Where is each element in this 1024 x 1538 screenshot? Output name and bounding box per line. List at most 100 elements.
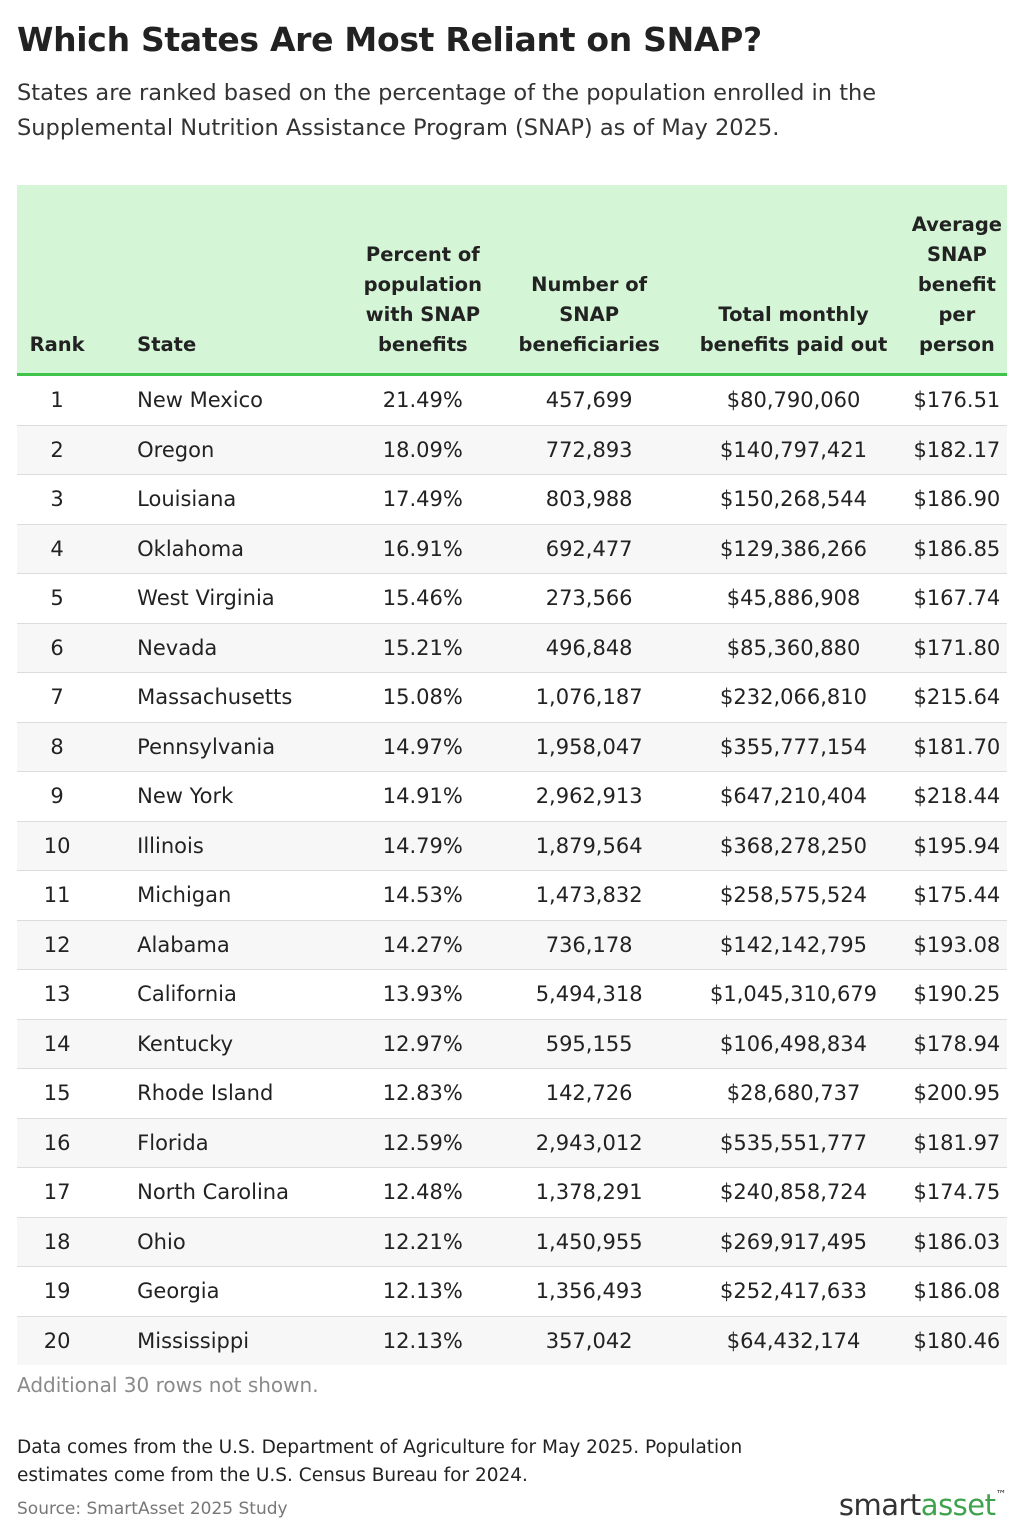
cell-state: California xyxy=(97,969,348,1020)
cell-state: Illinois xyxy=(97,821,348,871)
cell-rank: 2 xyxy=(17,425,98,475)
cell-state: Massachusetts xyxy=(97,672,348,723)
cell-total-benefits: $355,777,154 xyxy=(680,722,907,772)
table-row: 6 Nevada 15.21% 496,848 $85,360,880 $171.80 xyxy=(17,623,1007,673)
cell-rank: 17 xyxy=(17,1167,98,1218)
chart-title: Which States Are Most Reliant on SNAP? xyxy=(17,20,762,59)
cell-total-benefits: $140,797,421 xyxy=(680,425,907,475)
cell-rank: 12 xyxy=(17,920,98,970)
cell-beneficiaries: 772,893 xyxy=(497,425,681,475)
cell-percent: 17.49% xyxy=(347,474,498,525)
cell-total-benefits: $368,278,250 xyxy=(680,821,907,871)
column-header-percent: Percent of population with SNAP benefits xyxy=(347,185,498,376)
table-row: 17 North Carolina 12.48% 1,378,291 $240,858,… xyxy=(17,1167,1007,1218)
cell-beneficiaries: 1,356,493 xyxy=(497,1266,681,1317)
smartasset-logo: smartasset™ xyxy=(838,1488,1007,1522)
cell-avg-benefit: $200.95 xyxy=(906,1068,1007,1119)
table-row: 8 Pennsylvania 14.97% 1,958,047 $355,777,154… xyxy=(17,722,1007,772)
logo-text-asset: asset xyxy=(920,1488,996,1522)
cell-avg-benefit: $186.08 xyxy=(906,1266,1007,1317)
cell-avg-benefit: $167.74 xyxy=(906,573,1007,624)
cell-total-benefits: $142,142,795 xyxy=(680,920,907,970)
snap-table: Rank State Percent of population with SNAP… xyxy=(17,185,1007,1365)
logo-text-smart: smart xyxy=(838,1488,921,1522)
cell-state: Oregon xyxy=(97,425,348,475)
cell-percent: 12.13% xyxy=(347,1316,498,1365)
cell-avg-benefit: $181.70 xyxy=(906,722,1007,772)
cell-percent: 12.21% xyxy=(347,1217,498,1267)
column-header-state: State xyxy=(97,185,348,376)
cell-total-benefits: $232,066,810 xyxy=(680,672,907,723)
table-row: 1 New Mexico 21.49% 457,699 $80,790,060 $176.… xyxy=(17,374,1007,426)
source-line: Source: SmartAsset 2025 Study xyxy=(17,1499,288,1519)
cell-rank: 4 xyxy=(17,524,98,574)
cell-total-benefits: $45,886,908 xyxy=(680,573,907,624)
cell-beneficiaries: 273,566 xyxy=(497,573,681,624)
cell-state: Georgia xyxy=(97,1266,348,1317)
column-header-rank: Rank xyxy=(17,185,98,376)
cell-beneficiaries: 1,473,832 xyxy=(497,870,681,921)
cell-total-benefits: $64,432,174 xyxy=(680,1316,907,1365)
cell-total-benefits: $647,210,404 xyxy=(680,771,907,822)
cell-state: Mississippi xyxy=(97,1316,348,1365)
cell-beneficiaries: 736,178 xyxy=(497,920,681,970)
cell-percent: 15.08% xyxy=(347,672,498,723)
cell-avg-benefit: $186.90 xyxy=(906,474,1007,525)
cell-state: Alabama xyxy=(97,920,348,970)
cell-state: Oklahoma xyxy=(97,524,348,574)
table-header: Rank State Percent of population with SNAP… xyxy=(17,185,1007,376)
column-header-avg-benefit: Average SNAP benefit per person xyxy=(906,185,1007,376)
cell-beneficiaries: 2,962,913 xyxy=(497,771,681,822)
cell-beneficiaries: 5,494,318 xyxy=(497,969,681,1020)
cell-percent: 12.83% xyxy=(347,1068,498,1119)
cell-state: Louisiana xyxy=(97,474,348,525)
cell-percent: 12.13% xyxy=(347,1266,498,1317)
cell-rank: 1 xyxy=(17,374,98,426)
column-header-total-benefits: Total monthly benefits paid out xyxy=(680,185,907,376)
cell-beneficiaries: 692,477 xyxy=(497,524,681,574)
table-row: 14 Kentucky 12.97% 595,155 $106,498,834 $178.… xyxy=(17,1019,1007,1069)
cell-beneficiaries: 496,848 xyxy=(497,623,681,673)
cell-avg-benefit: $190.25 xyxy=(906,969,1007,1020)
cell-beneficiaries: 1,450,955 xyxy=(497,1217,681,1267)
cell-total-benefits: $252,417,633 xyxy=(680,1266,907,1317)
cell-total-benefits: $106,498,834 xyxy=(680,1019,907,1069)
cell-beneficiaries: 595,155 xyxy=(497,1019,681,1069)
cell-total-benefits: $258,575,524 xyxy=(680,870,907,921)
cell-rank: 8 xyxy=(17,722,98,772)
cell-rank: 3 xyxy=(17,474,98,525)
cell-state: Pennsylvania xyxy=(97,722,348,772)
cell-rank: 6 xyxy=(17,623,98,673)
cell-avg-benefit: $175.44 xyxy=(906,870,1007,921)
cell-total-benefits: $150,268,544 xyxy=(680,474,907,525)
table-body: 1 New Mexico 21.49% 457,699 $80,790,060 $176.… xyxy=(17,374,1007,1365)
cell-total-benefits: $240,858,724 xyxy=(680,1167,907,1218)
cell-rank: 20 xyxy=(17,1316,98,1365)
cell-rank: 7 xyxy=(17,672,98,723)
cell-beneficiaries: 803,988 xyxy=(497,474,681,525)
table-row: 2 Oregon 18.09% 772,893 $140,797,421 $182.17 xyxy=(17,425,1007,475)
table-row: 9 New York 14.91% 2,962,913 $647,210,404 $218… xyxy=(17,771,1007,822)
cell-avg-benefit: $218.44 xyxy=(906,771,1007,822)
cell-avg-benefit: $215.64 xyxy=(906,672,1007,723)
cell-percent: 18.09% xyxy=(347,425,498,475)
cell-state: Kentucky xyxy=(97,1019,348,1069)
chart-subtitle: States are ranked based on the percentag… xyxy=(17,80,877,141)
cell-avg-benefit: $186.03 xyxy=(906,1217,1007,1267)
table-row: 4 Oklahoma 16.91% 692,477 $129,386,266 $186.8… xyxy=(17,524,1007,574)
cell-total-benefits: $85,360,880 xyxy=(680,623,907,673)
cell-rank: 10 xyxy=(17,821,98,871)
cell-avg-benefit: $182.17 xyxy=(906,425,1007,475)
cell-avg-benefit: $180.46 xyxy=(906,1316,1007,1365)
cell-total-benefits: $535,551,777 xyxy=(680,1118,907,1168)
cell-beneficiaries: 1,879,564 xyxy=(497,821,681,871)
cell-total-benefits: $28,680,737 xyxy=(680,1068,907,1119)
cell-avg-benefit: $174.75 xyxy=(906,1167,1007,1218)
cell-rank: 9 xyxy=(17,771,98,822)
table-row: 18 Ohio 12.21% 1,450,955 $269,917,495 $186.03 xyxy=(17,1217,1007,1267)
cell-percent: 12.48% xyxy=(347,1167,498,1218)
cell-total-benefits: $269,917,495 xyxy=(680,1217,907,1267)
table-row: 10 Illinois 14.79% 1,879,564 $368,278,250 $19… xyxy=(17,821,1007,871)
cell-rank: 15 xyxy=(17,1068,98,1119)
cell-state: New York xyxy=(97,771,348,822)
